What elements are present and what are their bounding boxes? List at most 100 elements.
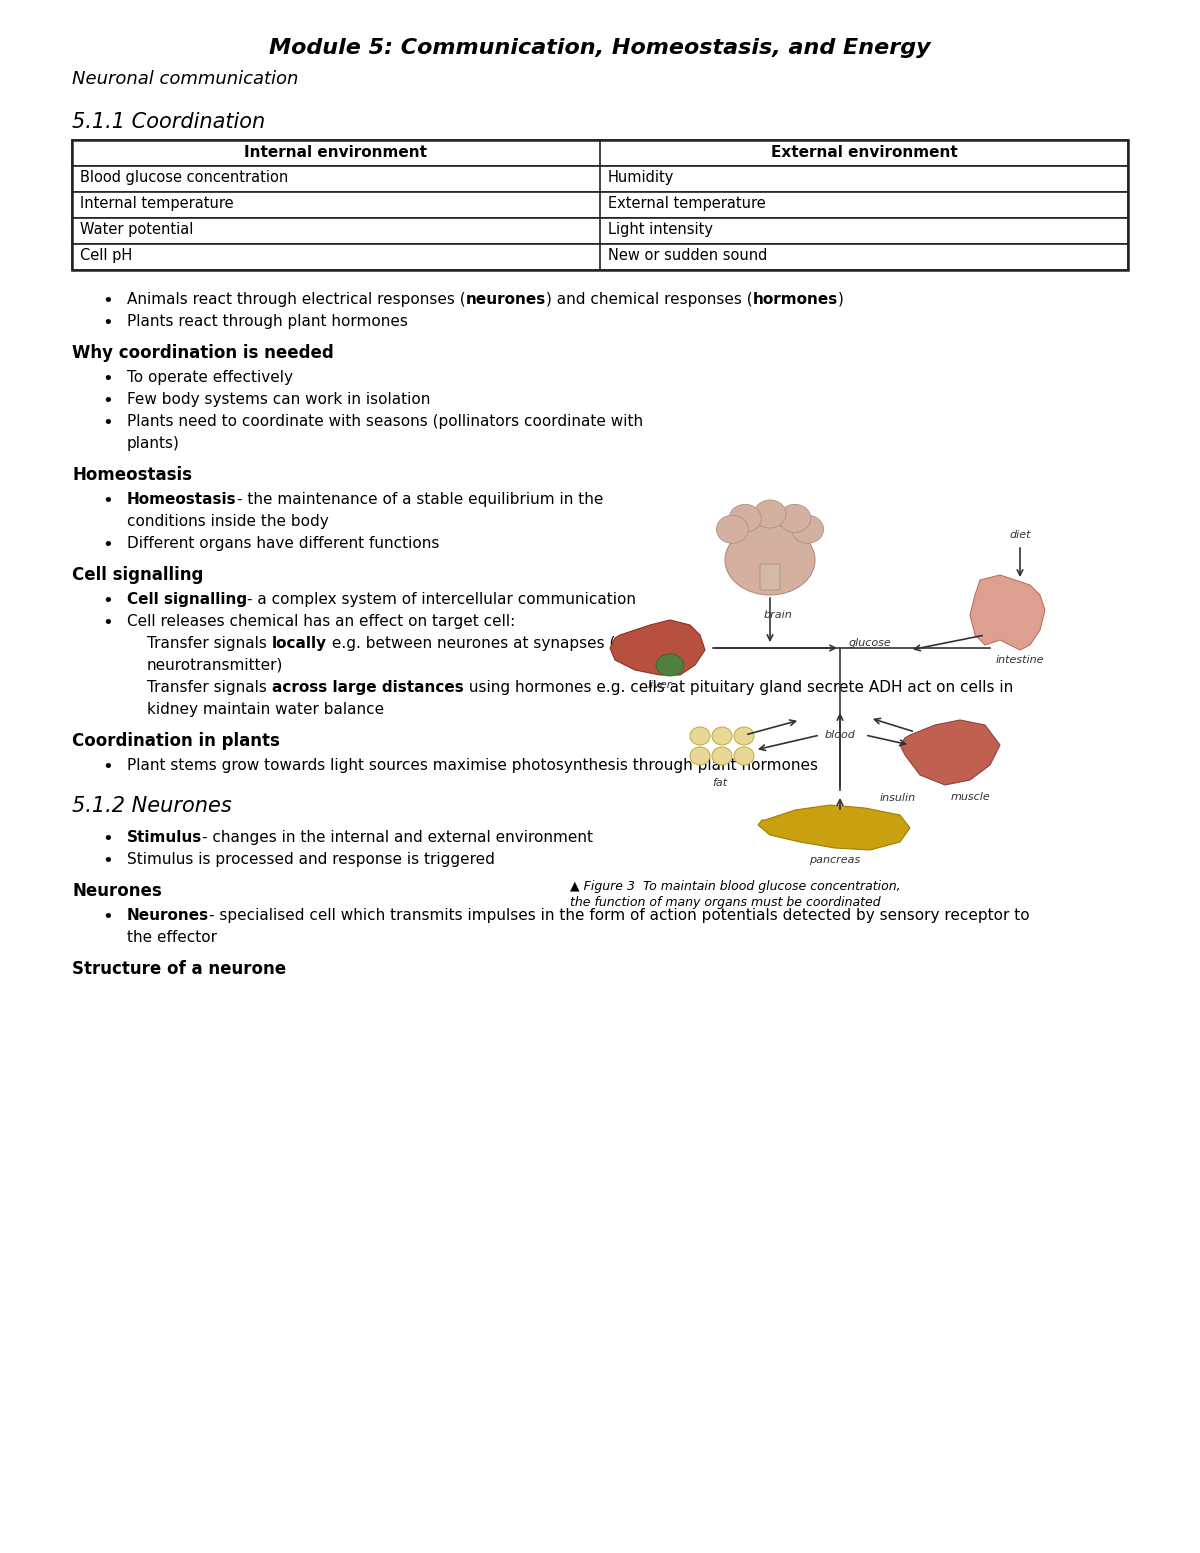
Text: •: • xyxy=(102,592,113,610)
Text: the effector: the effector xyxy=(127,930,217,944)
Text: - the maintenance of a stable equilibrium in the: - the maintenance of a stable equilibriu… xyxy=(236,492,604,506)
Text: - a complex system of intercellular communication: - a complex system of intercellular comm… xyxy=(247,592,636,607)
Text: Neurones: Neurones xyxy=(127,909,209,922)
Bar xyxy=(72,140,1128,166)
Text: locally: locally xyxy=(271,637,326,651)
Text: muscle: muscle xyxy=(950,792,990,801)
Polygon shape xyxy=(970,575,1045,651)
Ellipse shape xyxy=(690,727,710,745)
Ellipse shape xyxy=(792,516,823,544)
Text: Neuronal communication: Neuronal communication xyxy=(72,70,299,89)
Text: Transfer signals: Transfer signals xyxy=(148,680,271,696)
Text: To operate effectively: To operate effectively xyxy=(127,370,293,385)
Text: Humidity: Humidity xyxy=(608,169,674,185)
Text: •: • xyxy=(102,536,113,554)
Text: blood: blood xyxy=(824,730,856,739)
Ellipse shape xyxy=(712,747,732,766)
Bar xyxy=(72,244,1128,270)
Text: •: • xyxy=(102,853,113,870)
Ellipse shape xyxy=(690,747,710,766)
Text: Animals react through electrical responses (: Animals react through electrical respons… xyxy=(127,292,466,307)
Ellipse shape xyxy=(730,505,761,533)
Text: Module 5: Communication, Homeostasis, and Energy: Module 5: Communication, Homeostasis, an… xyxy=(269,37,931,57)
Text: neurotransmitter): neurotransmitter) xyxy=(148,658,283,672)
Text: Internal temperature: Internal temperature xyxy=(80,196,234,211)
Ellipse shape xyxy=(725,525,815,595)
Text: Stimulus: Stimulus xyxy=(127,829,203,845)
Text: liver: liver xyxy=(648,680,672,690)
Text: Homeostasis: Homeostasis xyxy=(127,492,236,506)
Text: New or sudden sound: New or sudden sound xyxy=(608,248,767,262)
Text: glucose: glucose xyxy=(848,638,892,648)
Text: ): ) xyxy=(838,292,844,307)
Text: •: • xyxy=(102,909,113,926)
Bar xyxy=(72,193,1128,217)
Text: Coordination in plants: Coordination in plants xyxy=(72,731,280,750)
Text: •: • xyxy=(102,292,113,311)
Text: Few body systems can work in isolation: Few body systems can work in isolation xyxy=(127,391,431,407)
Text: conditions inside the body: conditions inside the body xyxy=(127,514,329,530)
Text: Why coordination is needed: Why coordination is needed xyxy=(72,345,334,362)
Text: Cell releases chemical has an effect on target cell:: Cell releases chemical has an effect on … xyxy=(127,613,515,629)
Text: ) and chemical responses (: ) and chemical responses ( xyxy=(546,292,752,307)
Text: e.g. between neurones at synapses (signal-: e.g. between neurones at synapses (signa… xyxy=(326,637,666,651)
Text: •: • xyxy=(102,758,113,776)
Text: Homeostasis: Homeostasis xyxy=(72,466,192,485)
Text: ▲ Figure 3  To maintain blood glucose concentration,: ▲ Figure 3 To maintain blood glucose con… xyxy=(570,881,901,893)
Text: diet: diet xyxy=(1009,530,1031,540)
Text: insulin: insulin xyxy=(880,794,916,803)
Text: 5.1.1 Coordination: 5.1.1 Coordination xyxy=(72,112,265,132)
Text: •: • xyxy=(102,613,113,632)
Ellipse shape xyxy=(779,505,811,533)
Text: Plants react through plant hormones: Plants react through plant hormones xyxy=(127,314,408,329)
Text: fat: fat xyxy=(713,778,727,787)
Polygon shape xyxy=(758,804,910,849)
Polygon shape xyxy=(610,620,706,676)
Text: - changes in the internal and external environment: - changes in the internal and external e… xyxy=(203,829,593,845)
Text: the function of many organs must be coordinated: the function of many organs must be coor… xyxy=(570,896,881,909)
Ellipse shape xyxy=(656,654,684,676)
Text: Stimulus is processed and response is triggered: Stimulus is processed and response is tr… xyxy=(127,853,494,867)
Text: •: • xyxy=(102,314,113,332)
Text: Cell pH: Cell pH xyxy=(80,248,132,262)
Text: 5.1.2 Neurones: 5.1.2 Neurones xyxy=(72,797,232,815)
Text: Blood glucose concentration: Blood glucose concentration xyxy=(80,169,288,185)
Text: •: • xyxy=(102,829,113,848)
Text: •: • xyxy=(102,370,113,388)
Text: •: • xyxy=(102,391,113,410)
Text: neurones: neurones xyxy=(466,292,546,307)
Text: Cell signalling: Cell signalling xyxy=(72,565,203,584)
Text: Plant stems grow towards light sources maximise photosynthesis through plant hor: Plant stems grow towards light sources m… xyxy=(127,758,818,773)
Bar xyxy=(72,140,1128,270)
Ellipse shape xyxy=(734,747,754,766)
Ellipse shape xyxy=(734,727,754,745)
Text: across large distances: across large distances xyxy=(271,680,463,696)
Text: brain: brain xyxy=(763,610,792,620)
Text: •: • xyxy=(102,492,113,509)
Text: External environment: External environment xyxy=(770,144,958,160)
Ellipse shape xyxy=(716,516,749,544)
Ellipse shape xyxy=(754,500,786,528)
Text: Plants need to coordinate with seasons (pollinators coordinate with: Plants need to coordinate with seasons (… xyxy=(127,415,643,429)
Text: using hormones e.g. cells at pituitary gland secrete ADH act on cells in: using hormones e.g. cells at pituitary g… xyxy=(463,680,1013,696)
Text: Neurones: Neurones xyxy=(72,882,162,901)
Polygon shape xyxy=(900,721,1000,784)
Text: intestine: intestine xyxy=(996,655,1044,665)
FancyBboxPatch shape xyxy=(760,564,780,590)
Ellipse shape xyxy=(712,727,732,745)
Text: Cell signalling: Cell signalling xyxy=(127,592,247,607)
Text: Light intensity: Light intensity xyxy=(608,222,713,238)
Text: hormones: hormones xyxy=(752,292,838,307)
Text: External temperature: External temperature xyxy=(608,196,766,211)
Text: plants): plants) xyxy=(127,436,180,450)
Text: Water potential: Water potential xyxy=(80,222,193,238)
Text: Internal environment: Internal environment xyxy=(245,144,427,160)
Text: pancreas: pancreas xyxy=(809,856,860,865)
Bar xyxy=(72,166,1128,193)
Text: Different organs have different functions: Different organs have different function… xyxy=(127,536,439,551)
Text: Transfer signals: Transfer signals xyxy=(148,637,271,651)
Text: - specialised cell which transmits impulses in the form of action potentials det: - specialised cell which transmits impul… xyxy=(209,909,1030,922)
Text: kidney maintain water balance: kidney maintain water balance xyxy=(148,702,384,717)
Text: Structure of a neurone: Structure of a neurone xyxy=(72,960,286,978)
Text: •: • xyxy=(102,415,113,432)
